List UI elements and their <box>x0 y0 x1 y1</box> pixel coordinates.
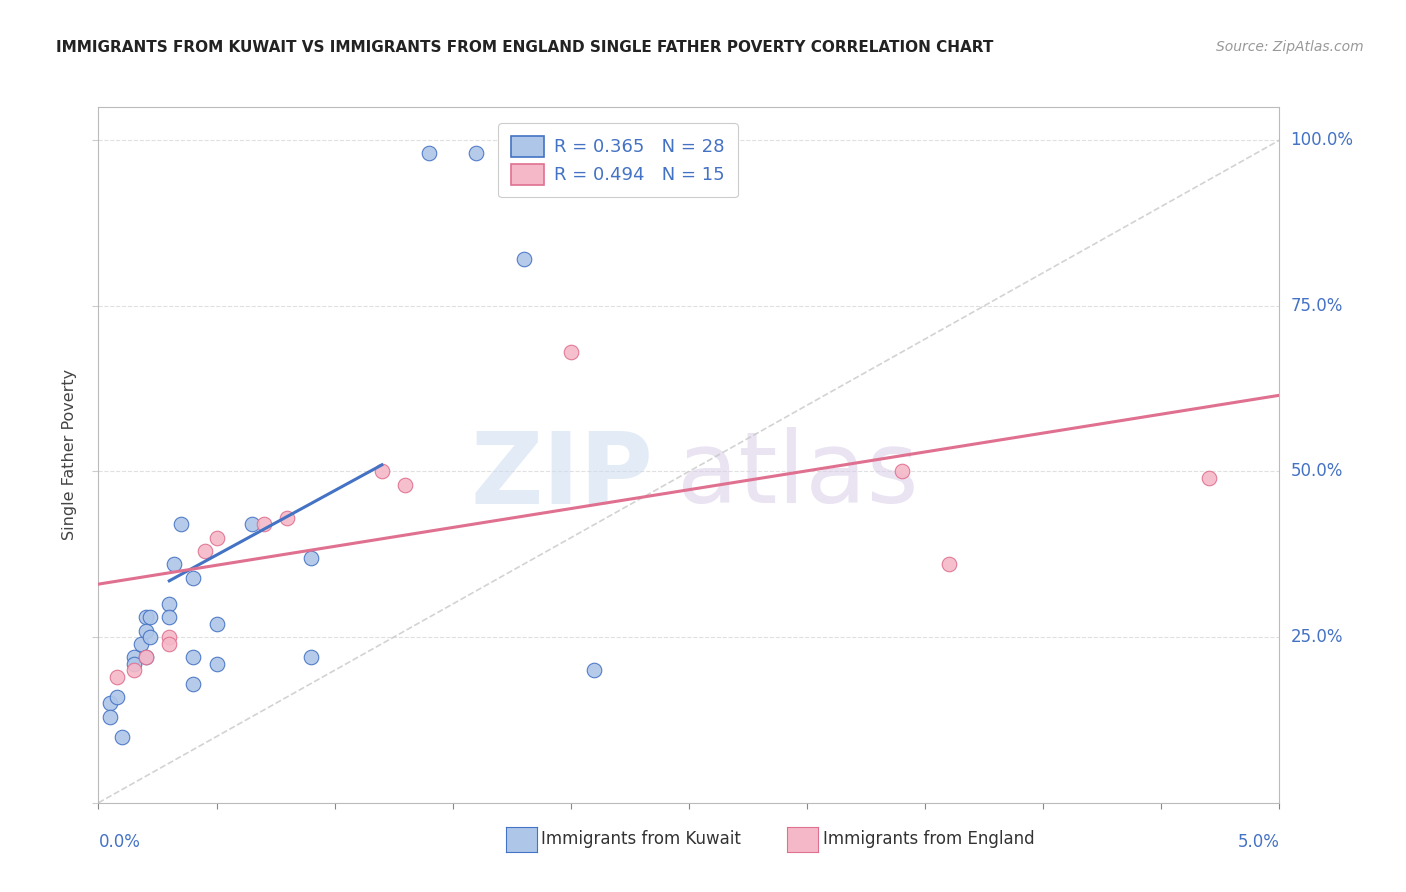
Point <box>105 670 128 684</box>
Text: 25.0%: 25.0% <box>1291 628 1343 646</box>
Point <box>135 650 157 665</box>
Point <box>181 650 204 665</box>
Point <box>163 558 186 572</box>
Point <box>205 531 228 545</box>
Point <box>181 676 204 690</box>
Point <box>240 517 263 532</box>
Point <box>157 630 180 644</box>
Text: Immigrants from England: Immigrants from England <box>823 830 1035 848</box>
Point <box>139 610 162 624</box>
Point <box>194 544 217 558</box>
Point <box>129 637 152 651</box>
Point <box>394 477 416 491</box>
Text: 0.0%: 0.0% <box>98 833 141 851</box>
Point <box>583 663 606 677</box>
Point <box>157 597 180 611</box>
Text: ZIP: ZIP <box>471 427 654 524</box>
Point <box>299 650 322 665</box>
Point <box>560 345 582 359</box>
Text: 50.0%: 50.0% <box>1291 462 1343 481</box>
Point <box>1198 471 1220 485</box>
Point <box>135 650 157 665</box>
Point <box>299 550 322 565</box>
Y-axis label: Single Father Poverty: Single Father Poverty <box>62 369 77 541</box>
Text: Source: ZipAtlas.com: Source: ZipAtlas.com <box>1216 40 1364 54</box>
Point <box>465 146 488 161</box>
Point <box>371 465 394 479</box>
Text: 5.0%: 5.0% <box>1237 833 1279 851</box>
Text: IMMIGRANTS FROM KUWAIT VS IMMIGRANTS FROM ENGLAND SINGLE FATHER POVERTY CORRELAT: IMMIGRANTS FROM KUWAIT VS IMMIGRANTS FRO… <box>56 40 994 55</box>
Point <box>181 570 204 584</box>
Text: 75.0%: 75.0% <box>1291 297 1343 315</box>
Point <box>276 511 298 525</box>
Point <box>170 517 193 532</box>
Point <box>157 637 180 651</box>
Point <box>938 558 960 572</box>
Point <box>205 616 228 631</box>
Text: Immigrants from Kuwait: Immigrants from Kuwait <box>541 830 741 848</box>
Point <box>135 624 157 638</box>
Point <box>418 146 440 161</box>
Point <box>139 630 162 644</box>
Point <box>122 663 145 677</box>
Text: atlas: atlas <box>678 427 918 524</box>
Text: 100.0%: 100.0% <box>1291 131 1354 149</box>
Point <box>111 730 134 744</box>
Point <box>253 517 276 532</box>
Point <box>890 465 912 479</box>
Legend: R = 0.365   N = 28, R = 0.494   N = 15: R = 0.365 N = 28, R = 0.494 N = 15 <box>499 123 738 197</box>
Point <box>135 610 157 624</box>
Point <box>122 657 145 671</box>
Point <box>98 709 121 723</box>
Point <box>122 650 145 665</box>
Point <box>98 697 121 711</box>
Point <box>105 690 128 704</box>
Point <box>157 610 180 624</box>
Point <box>205 657 228 671</box>
Point <box>512 252 534 267</box>
